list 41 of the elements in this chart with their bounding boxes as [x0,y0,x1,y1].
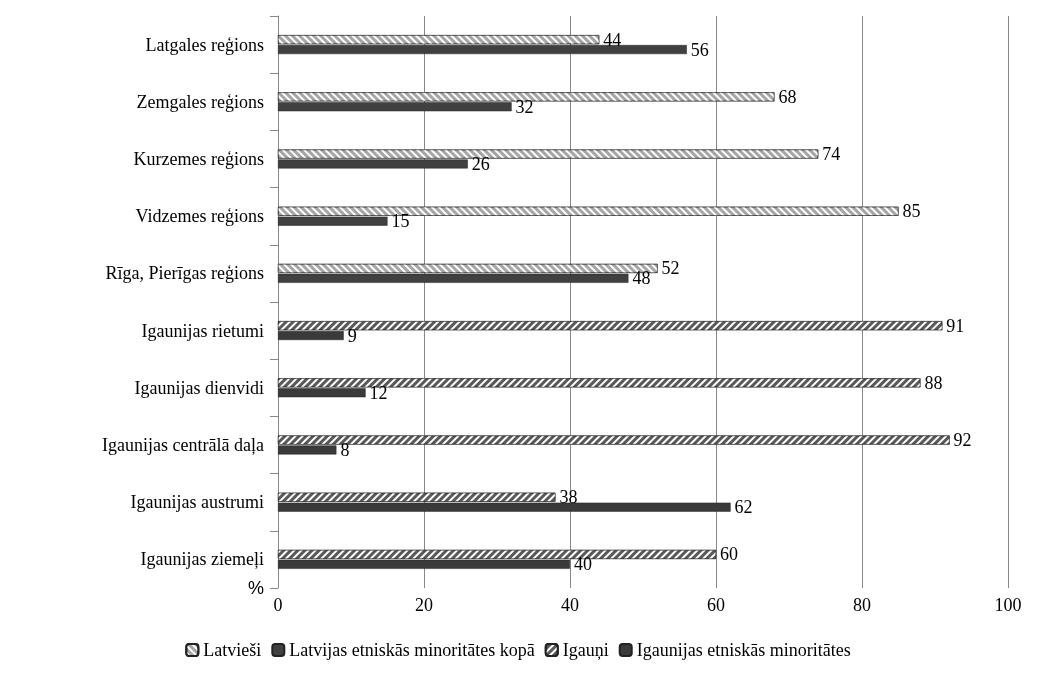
data-label: 32 [515,96,534,117]
data-label: 60 [720,544,738,565]
y-tick-label: Zemgales reģions [136,91,264,112]
y-tick-label: Igaunijas rietumi [141,320,264,341]
x-tick-label: 80 [853,595,871,615]
data-label: 92 [953,430,972,451]
legend-label: Igaunijas etniskās minoritātes [636,640,851,660]
legend-label: Igauņi [562,640,609,660]
x-tick-label: 40 [561,595,579,615]
y-tick-label: Igaunijas ziemeļi [140,549,264,570]
data-label: 48 [632,268,651,289]
data-label: 12 [369,382,388,403]
data-label: 15 [391,211,410,232]
legend-label: Latvijas etniskās minoritātes kopā [289,640,535,660]
data-label: 40 [574,554,592,575]
data-label: 38 [559,487,578,508]
x-tick-label: 0 [273,595,283,615]
data-label: 68 [778,86,797,107]
x-axis-title: % [247,578,264,598]
data-label: 52 [661,258,680,279]
x-tick-label: 100 [994,595,1022,615]
legend-label: Latvieši [203,640,262,660]
y-tick-label: Latgales reģions [145,34,264,55]
data-label: 44 [603,29,622,50]
data-label: 88 [924,372,943,393]
data-label: 74 [822,144,841,165]
data-label: 26 [471,153,490,174]
y-tick-label: Igaunijas dienvidi [134,377,264,398]
x-tick-label: 20 [415,595,433,615]
data-label: 91 [946,315,965,336]
data-label: 62 [734,497,753,518]
x-tick-label: 60 [707,595,725,615]
y-tick-label: Vidzemes reģions [135,206,264,227]
y-tick-label: Igaunijas austrumi [130,492,264,513]
data-label: 85 [902,201,921,222]
y-tick-label: Kurzemes reģions [133,149,264,169]
data-label: 56 [690,39,709,60]
y-tick-label: Rīga, Pierīgas reģions [105,263,264,284]
data-label: 8 [340,439,350,460]
y-tick-label: Igaunijas centrālā daļa [102,435,264,455]
data-label: 9 [347,325,357,346]
